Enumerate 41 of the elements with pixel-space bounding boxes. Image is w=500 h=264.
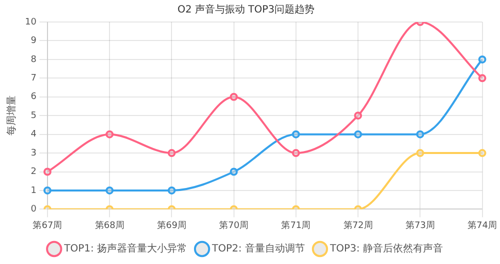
y-tick-label: 8 <box>30 54 37 65</box>
point <box>416 130 424 138</box>
x-tick-label: 第72周 <box>343 220 373 231</box>
y-axis-title: 每周增量 <box>6 96 18 136</box>
y-tick-label: 0 <box>30 204 37 215</box>
x-tick-label: 第74周 <box>468 220 497 231</box>
point <box>168 149 176 158</box>
y-tick-label: 6 <box>30 92 37 102</box>
x-tick-label: 第71周 <box>281 220 311 231</box>
y-tick-label: 3 <box>30 148 36 158</box>
legend-label: TOP3: 静音后依然有声音 <box>328 242 443 255</box>
y-tick-label: 1 <box>30 186 36 196</box>
point <box>106 186 114 194</box>
y-tick-label: 7 <box>30 74 36 84</box>
point <box>43 186 52 194</box>
y-tick-label: 4 <box>30 130 37 140</box>
legend-label: TOP2: 音量自动调节 <box>211 242 305 255</box>
point <box>292 130 300 138</box>
point <box>168 186 176 194</box>
y-tick-label: 10 <box>25 17 37 28</box>
y-tick-label: 5 <box>30 110 36 121</box>
point <box>416 149 424 158</box>
point <box>106 130 114 138</box>
x-tick-label: 第67周 <box>32 220 62 231</box>
point <box>230 92 238 101</box>
legend-label: TOP1: 扬声器音量大小异常 <box>63 242 188 255</box>
point <box>478 55 486 64</box>
point <box>478 74 486 82</box>
point <box>43 168 52 176</box>
point <box>230 168 238 176</box>
x-tick-label: 第68周 <box>94 220 124 231</box>
point <box>354 130 362 138</box>
point <box>478 149 486 158</box>
point <box>354 112 362 120</box>
y-tick-label: 9 <box>30 36 37 46</box>
point <box>292 149 300 158</box>
x-tick-label: 第73周 <box>405 220 435 231</box>
y-tick-label: 2 <box>30 167 36 178</box>
x-tick-label: 第69周 <box>156 220 186 231</box>
chart-title: O2 声音与振动 TOP3问题趋势 <box>178 4 314 16</box>
x-tick-label: 第70周 <box>219 220 249 231</box>
